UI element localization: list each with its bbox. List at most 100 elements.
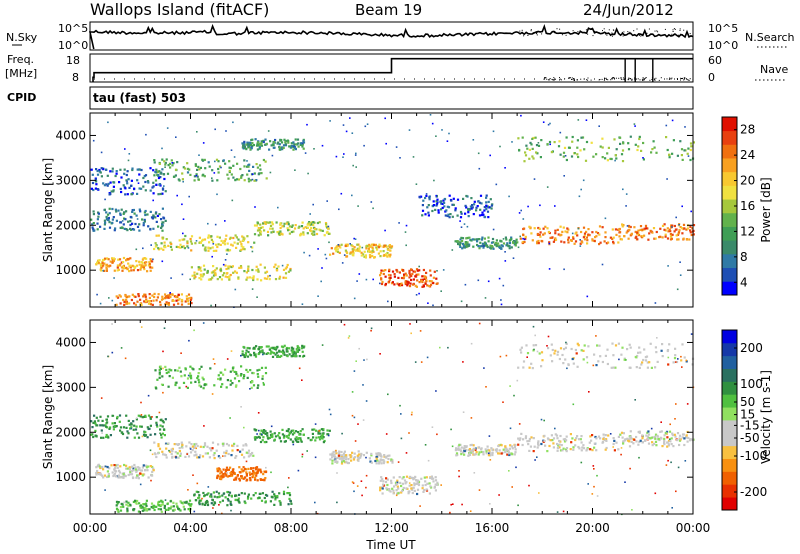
echo-cell <box>287 428 290 431</box>
echo-cell <box>134 428 138 431</box>
cpid-panel-frame <box>89 86 694 110</box>
echo-cell <box>597 360 600 363</box>
noise-left-tick-top: 10^5 <box>58 22 88 35</box>
echo-cell <box>90 420 93 423</box>
echo-cell <box>407 492 410 495</box>
echo-cell <box>182 505 185 508</box>
echo-cell <box>139 302 142 305</box>
echo-cell <box>257 227 260 230</box>
echo-cell <box>433 270 436 273</box>
echo-cell <box>602 433 605 436</box>
echo-cell <box>315 232 319 236</box>
echo-cell <box>231 199 234 202</box>
echo-cell <box>650 366 653 369</box>
echo-cell <box>586 295 589 298</box>
echo-cell <box>161 419 164 423</box>
echo-cell <box>260 350 263 353</box>
echo-cell <box>509 444 512 447</box>
echo-cell <box>425 279 428 282</box>
echo-cell <box>198 368 201 371</box>
echo-cell <box>435 390 437 392</box>
echo-cell <box>430 475 433 478</box>
echo-cell <box>185 501 188 504</box>
noise-search-dot <box>559 28 561 30</box>
nave-dot <box>612 77 614 79</box>
echo-cell <box>194 164 197 167</box>
echo-cell <box>387 457 390 461</box>
echo-cell <box>369 250 372 253</box>
echo-cell <box>477 152 480 155</box>
echo-cell <box>301 379 303 381</box>
echo-cell <box>247 165 250 168</box>
echo-cell <box>290 225 293 228</box>
echo-cell <box>265 352 268 355</box>
echo-cell <box>504 251 506 253</box>
echo-cell <box>228 474 231 478</box>
echo-cell <box>288 228 291 231</box>
echo-cell <box>386 488 389 491</box>
power-colorbar-label: Power [dB] <box>759 177 773 242</box>
echo-cell <box>126 507 129 510</box>
echo-cell <box>677 358 679 360</box>
echo-cell <box>212 454 215 457</box>
nave-dot <box>637 78 639 80</box>
noise-search-dot <box>579 30 581 32</box>
echo-cell <box>345 250 348 253</box>
echo-cell <box>604 236 607 239</box>
echo-cell <box>484 244 487 247</box>
echo-cell <box>549 354 552 357</box>
echo-cell <box>464 204 467 207</box>
echo-cell <box>141 474 144 477</box>
echo-cell <box>242 345 245 349</box>
echo-cell <box>282 276 285 279</box>
echo-cell <box>451 445 454 448</box>
echo-cell <box>409 282 412 285</box>
echo-cell <box>120 347 123 349</box>
nave-dot <box>643 78 645 80</box>
echo-cell <box>212 265 215 268</box>
echo-cell <box>465 206 468 209</box>
echo-cell <box>223 451 226 454</box>
echo-cell <box>247 267 250 270</box>
noise-search-dot <box>536 33 537 35</box>
echo-cell <box>414 284 417 287</box>
echo-cell <box>104 168 108 171</box>
echo-cell <box>105 183 108 186</box>
echo-cell <box>654 302 657 304</box>
echo-cell <box>654 346 657 349</box>
echo-cell <box>231 449 234 452</box>
echo-cell <box>101 424 104 427</box>
echo-cell <box>111 167 114 170</box>
echo-cell <box>153 159 156 162</box>
echo-cell <box>212 507 214 509</box>
echo-cell <box>210 238 213 241</box>
echo-cell <box>104 465 107 468</box>
echo-cell <box>255 269 258 272</box>
echo-cell <box>242 246 245 249</box>
x-tick-label: 00:00 <box>676 521 711 535</box>
y-tick-label: 4000 <box>55 128 86 142</box>
echo-cell <box>119 295 122 298</box>
echo-cell <box>128 468 132 471</box>
echo-cell <box>246 346 249 350</box>
echo-cell <box>486 445 489 448</box>
echo-cell <box>403 479 407 482</box>
echo-cell <box>139 268 142 271</box>
echo-cell <box>646 435 649 438</box>
echo-cell <box>192 474 194 476</box>
echo-cell <box>142 266 145 269</box>
echo-cell <box>293 227 297 230</box>
echo-cell <box>213 384 216 387</box>
echo-cell <box>645 355 649 358</box>
nave-dot <box>613 77 614 79</box>
echo-cell <box>367 247 370 250</box>
frequency-panel-frame <box>89 53 694 83</box>
echo-cell <box>401 489 404 493</box>
echo-cell <box>523 160 526 163</box>
echo-cell <box>513 394 515 397</box>
echo-cell <box>641 361 644 364</box>
echo-cell <box>215 267 218 270</box>
echo-cell <box>518 423 521 425</box>
